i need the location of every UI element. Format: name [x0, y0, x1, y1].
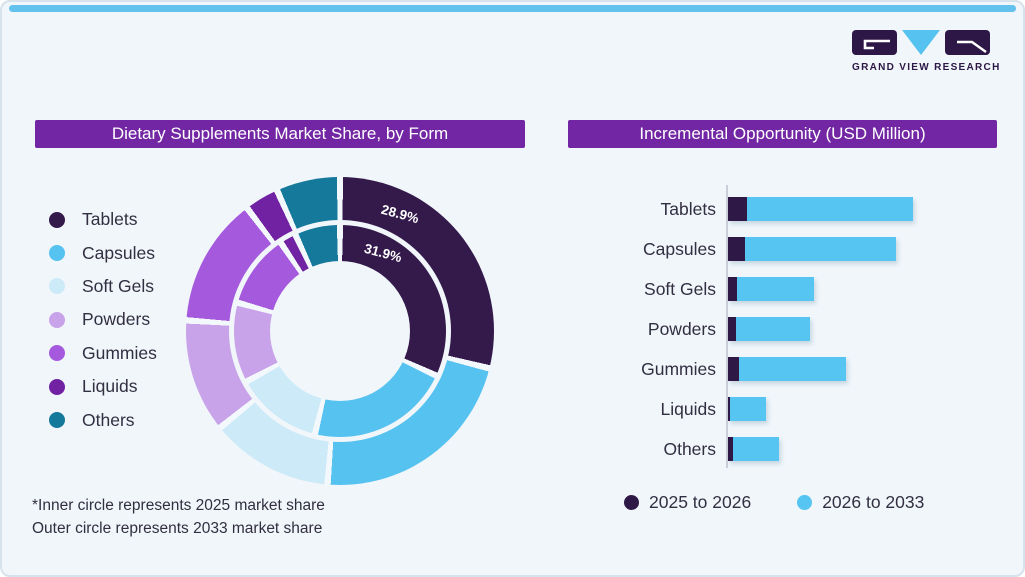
legend-item-label: Tablets: [82, 209, 138, 230]
bar-row-liquids: Liquids: [612, 389, 1012, 429]
bar-legend-dot-icon: [797, 495, 813, 510]
legend-item-tablets: Tablets: [49, 203, 157, 236]
legend-item-label: Liquids: [82, 376, 138, 397]
legend-item-label: Soft Gels: [82, 275, 154, 296]
stacked-bar: [728, 317, 810, 341]
stacked-bar: [728, 357, 847, 381]
stacked-bar: [728, 237, 896, 261]
legend-dot-icon: [49, 311, 65, 328]
gvr-logo-blocks: [852, 30, 994, 56]
logo-r-glyph-icon: [957, 40, 987, 53]
bar-category-label: Liquids: [660, 398, 716, 419]
legend-item-label: Gummies: [82, 342, 157, 363]
logo-wordmark: GRAND VIEW RESEARCH: [852, 62, 1001, 73]
legend-item-soft-gels: Soft Gels: [49, 270, 157, 303]
stacked-bar: [728, 277, 815, 301]
bar-segment-2026-to-2033: [747, 197, 913, 221]
gvr-logo: GRAND VIEW RESEARCH: [852, 30, 1001, 73]
bar-legend-item-2025-to-2026: 2025 to 2026: [624, 492, 751, 513]
bar-segment-2025-to-2026: [728, 277, 737, 301]
bar-segment-2026-to-2033: [738, 357, 847, 381]
stacked-bar: [728, 197, 913, 221]
bar-segment-2026-to-2033: [736, 317, 810, 341]
donut-footnote: *Inner circle represents 2025 market sha…: [32, 495, 325, 540]
legend-dot-icon: [49, 245, 65, 262]
bar-segment-2025-to-2026: [728, 237, 745, 261]
bar-segment-2025-to-2026: [728, 357, 739, 381]
footnote-line-1: *Inner circle represents 2025 market sha…: [32, 497, 325, 514]
bar-legend-label: 2025 to 2026: [649, 492, 752, 512]
bar-row-others: Others: [612, 429, 1012, 469]
legend-item-powders: Powders: [49, 303, 157, 336]
bar-row-capsules: Capsules: [612, 229, 1012, 269]
bar-category-label: Soft Gels: [644, 278, 716, 299]
bar-category-label: Tablets: [660, 198, 716, 219]
form-legend: Tablets Capsules Soft Gels Powders Gummies Li…: [49, 203, 157, 437]
legend-dot-icon: [49, 211, 65, 228]
bar-chart-axis-line: [726, 185, 728, 468]
logo-g-glyph-icon: [863, 39, 890, 50]
logo-r-block-icon: [945, 30, 990, 55]
bar-segment-2026-to-2033: [736, 277, 815, 301]
top-accent-strip: [9, 5, 1016, 12]
legend-dot-icon: [49, 345, 65, 362]
stacked-bar: [728, 437, 780, 461]
legend-dot-icon: [49, 378, 65, 395]
bar-category-label: Gummies: [641, 358, 716, 379]
bar-chart-legend: 2025 to 2026 2026 to 2033: [624, 492, 924, 513]
market-share-donut: 28.9% 31.9%: [186, 177, 494, 485]
logo-v-triangle-icon: [902, 30, 940, 55]
bar-category-label: Capsules: [643, 238, 716, 259]
donut-hole: [270, 261, 410, 401]
legend-item-liquids: Liquids: [49, 370, 157, 403]
footnote-line-2: Outer circle represents 2033 market shar…: [32, 519, 323, 537]
legend-item-capsules: Capsules: [49, 236, 157, 269]
bar-legend-label: 2026 to 2033: [822, 492, 925, 512]
logo-g-block-icon: [852, 30, 897, 55]
legend-item-others: Others: [49, 403, 157, 436]
bar-row-tablets: Tablets: [612, 189, 1012, 229]
bar-segment-2025-to-2026: [728, 437, 733, 461]
legend-item-label: Capsules: [82, 242, 155, 263]
stacked-bar: [728, 397, 766, 421]
bar-segment-2025-to-2026: [728, 197, 748, 221]
legend-item-gummies: Gummies: [49, 337, 157, 370]
legend-item-label: Powders: [82, 309, 151, 330]
bar-chart-rows: Tablets Capsules Soft Gels Powders Gummies Li…: [612, 189, 1012, 469]
legend-dot-icon: [49, 412, 65, 429]
bar-segment-2026-to-2033: [730, 397, 766, 421]
bar-segment-2025-to-2026: [728, 317, 737, 341]
bar-legend-dot-icon: [624, 495, 639, 510]
bar-row-powders: Powders: [612, 309, 1012, 349]
donut-panel-title: Dietary Supplements Market Share, by For…: [35, 120, 525, 148]
bar-segment-2025-to-2026: [728, 397, 731, 421]
bar-legend-item-2026-to-2033: 2026 to 2033: [797, 492, 924, 513]
legend-item-label: Others: [82, 409, 135, 430]
bar-panel-title: Incremental Opportunity (USD Million): [568, 120, 997, 148]
bar-segment-2026-to-2033: [744, 237, 896, 261]
bar-segment-2026-to-2033: [732, 437, 780, 461]
bar-row-gummies: Gummies: [612, 349, 1012, 389]
legend-dot-icon: [49, 278, 65, 295]
bar-category-label: Powders: [647, 318, 716, 339]
bar-row-soft-gels: Soft Gels: [612, 269, 1012, 309]
bar-category-label: Others: [663, 438, 716, 459]
